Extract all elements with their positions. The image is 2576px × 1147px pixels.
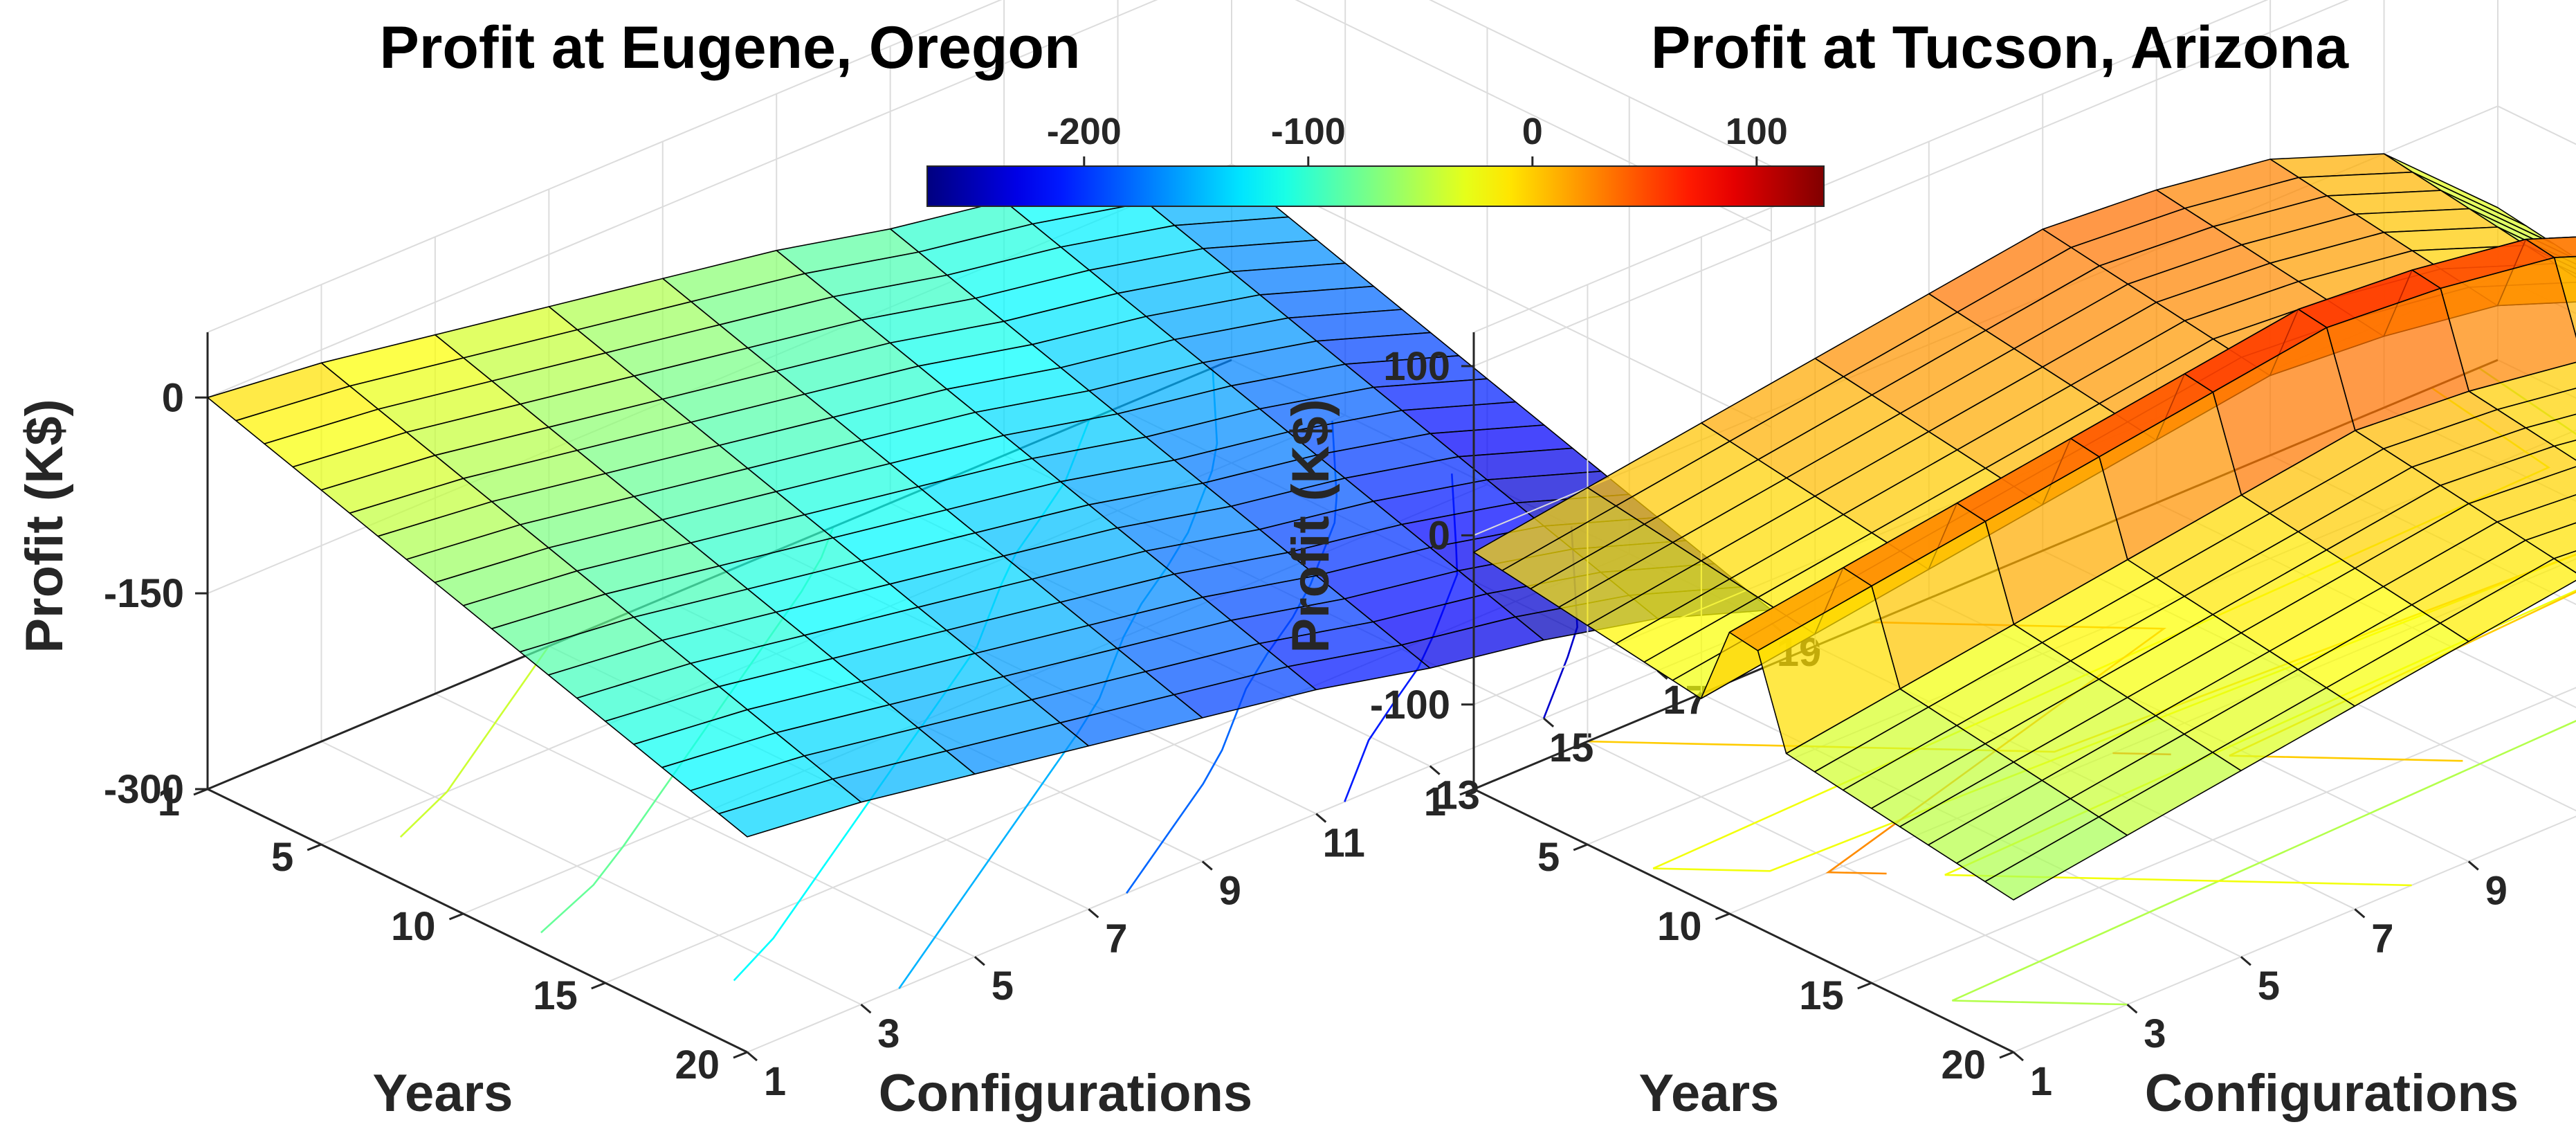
tucson-y-tick-label: 10 xyxy=(1657,904,1702,949)
tucson-floor-grid-line xyxy=(2013,815,2576,1053)
colorbar-gradient xyxy=(926,165,1825,207)
tucson-x-tick-mark xyxy=(2013,1051,2024,1062)
tucson-floor-grid-line xyxy=(1871,687,2576,984)
eugene-y-tick-label: 1 xyxy=(158,779,180,824)
tucson-y-tick-label: 15 xyxy=(1799,973,1844,1018)
colorbar-tick-label: 100 xyxy=(1726,111,1788,152)
eugene-surface-chart: 0-150-30015101520135791113151719Profit (… xyxy=(15,0,1821,1123)
eugene-back-grid-line xyxy=(207,0,1158,399)
eugene-y-axis xyxy=(207,788,748,1054)
tucson-x-tick-label: 7 xyxy=(2371,916,2393,961)
tucson-y-tick-mark xyxy=(1715,912,1730,921)
tucson-x-tick-label: 1 xyxy=(2030,1059,2052,1104)
eugene-z-tick-label: 0 xyxy=(162,375,184,420)
eugene-contour-line xyxy=(399,645,550,838)
eugene-y-tick-mark xyxy=(307,843,322,851)
eugene-surface-patch xyxy=(718,778,862,838)
tucson-x-tick-mark xyxy=(2354,908,2366,919)
eugene-x-tick-mark xyxy=(1315,813,1327,823)
eugene-x-tick-label: 13 xyxy=(1435,773,1480,818)
colorbar-tick-label: -100 xyxy=(1271,111,1346,152)
tucson-x-tick-mark xyxy=(2240,956,2251,966)
eugene-x-tick-mark xyxy=(860,1003,872,1014)
eugene-z-tick-label: -300 xyxy=(104,767,184,812)
eugene-side-grid-line xyxy=(1231,163,1772,428)
eugene-x-tick-mark xyxy=(1543,717,1555,728)
eugene-x-tick-mark xyxy=(1429,765,1441,775)
tucson-y-tick-mark xyxy=(1999,1051,2014,1059)
eugene-x-tick-mark xyxy=(747,1051,758,1062)
eugene-y-tick-label: 15 xyxy=(533,973,578,1018)
colorbar-tick-label: 0 xyxy=(1522,111,1543,152)
tucson-x-tick-mark xyxy=(2126,1003,2138,1014)
tucson-back-grid-line xyxy=(1473,0,2269,333)
tucson-chart-title: Profit at Tucson, Arizona xyxy=(1651,15,2349,81)
eugene-x-tick-mark xyxy=(1088,908,1099,919)
eugene-y-tick-mark xyxy=(733,1051,748,1059)
eugene-y-tick-mark xyxy=(448,912,464,921)
tucson-y-tick-mark xyxy=(1573,843,1588,851)
eugene-y-tick-label: 5 xyxy=(271,835,293,880)
tucson-y-axis xyxy=(1473,788,2014,1054)
eugene-floor-grid-line xyxy=(321,741,861,1006)
tucson-x-tick-label: 5 xyxy=(2258,964,2280,1009)
eugene-z-tick-label: -150 xyxy=(104,571,184,616)
eugene-z-axis-label: Profit (K$) xyxy=(15,399,74,653)
tucson-z-axis-label: Profit (K$) xyxy=(1281,399,1340,653)
eugene-x-tick-mark xyxy=(1201,860,1213,871)
eugene-y-tick-label: 10 xyxy=(391,904,436,949)
tucson-y-tick-mark xyxy=(1857,982,1872,990)
eugene-chart-title: Profit at Eugene, Oregon xyxy=(380,15,1081,81)
tucson-x-tick-mark xyxy=(2467,860,2479,871)
eugene-y-axis-label: Years xyxy=(373,1064,513,1123)
eugene-floor-grid-line xyxy=(747,622,1772,1053)
tucson-y-tick-label: 5 xyxy=(1537,835,1560,880)
eugene-x-tick-mark xyxy=(974,956,985,966)
eugene-y-tick-label: 20 xyxy=(675,1042,720,1087)
eugene-x-tick-label: 3 xyxy=(877,1011,899,1056)
tucson-z-tick-label: -100 xyxy=(1370,683,1450,728)
tucson-x-tick-label: 9 xyxy=(2485,868,2508,913)
eugene-x-tick-label: 5 xyxy=(992,964,1014,1009)
colorbar-tick-label: -200 xyxy=(1047,111,1122,152)
eugene-x-tick-label: 1 xyxy=(764,1059,786,1104)
tucson-y-axis-label: Years xyxy=(1639,1064,1780,1123)
colorbar: -200 -100 0 100 xyxy=(926,111,1825,207)
eugene-x-tick-label: 9 xyxy=(1219,868,1241,913)
eugene-back-grid-line xyxy=(207,0,1003,333)
tucson-surface-patch xyxy=(1984,816,2128,901)
tucson-back-grid-line xyxy=(1473,0,2350,367)
eugene-y-tick-mark xyxy=(193,788,208,796)
eugene-y-tick-mark xyxy=(591,982,606,990)
eugene-x-tick-label: 11 xyxy=(1323,821,1365,866)
tucson-z-tick-label: 100 xyxy=(1383,344,1450,389)
eugene-floor-grid-line xyxy=(435,693,976,958)
tucson-x-tick-label: 3 xyxy=(2144,1011,2166,1056)
tucson-y-tick-label: 20 xyxy=(1941,1042,1986,1087)
tucson-x-axis-label: Configurations xyxy=(2145,1064,2519,1123)
eugene-side-grid-line xyxy=(1429,0,1772,167)
tucson-y-tick-label: 1 xyxy=(1424,779,1446,824)
eugene-x-axis-label: Configurations xyxy=(879,1064,1252,1123)
tucson-z-tick-label: 0 xyxy=(1428,513,1450,558)
eugene-x-tick-label: 7 xyxy=(1105,916,1127,961)
tucson-y-tick-mark xyxy=(1459,788,1474,796)
